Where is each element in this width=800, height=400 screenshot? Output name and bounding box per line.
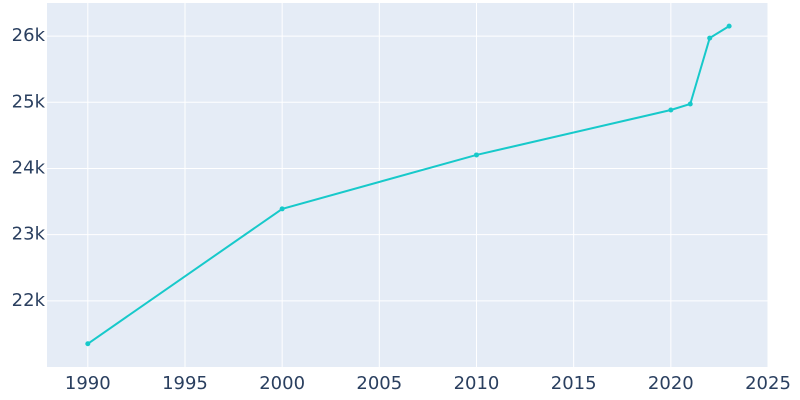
x-tick-label: 1990 [65,373,111,394]
point [279,206,285,212]
x-tick-label: 1995 [162,373,208,394]
point [668,107,674,113]
point [473,152,479,158]
point [687,101,693,107]
plot-area [47,3,768,367]
x-tick-label: 2000 [259,373,305,394]
y-tick-label: 22k [12,290,46,311]
point [85,341,91,347]
x-tick-label: 2025 [745,373,791,394]
y-tick-label: 23k [12,224,46,245]
x-tick-label: 2020 [648,373,694,394]
y-tick-label: 25k [12,91,46,112]
x-tick-label: 2005 [356,373,402,394]
y-tick-label: 26k [12,25,46,46]
y-tick-label: 24k [12,157,46,178]
x-tick-label: 2015 [551,373,597,394]
point [726,23,732,29]
point [707,35,713,41]
x-tick-label: 2010 [454,373,500,394]
